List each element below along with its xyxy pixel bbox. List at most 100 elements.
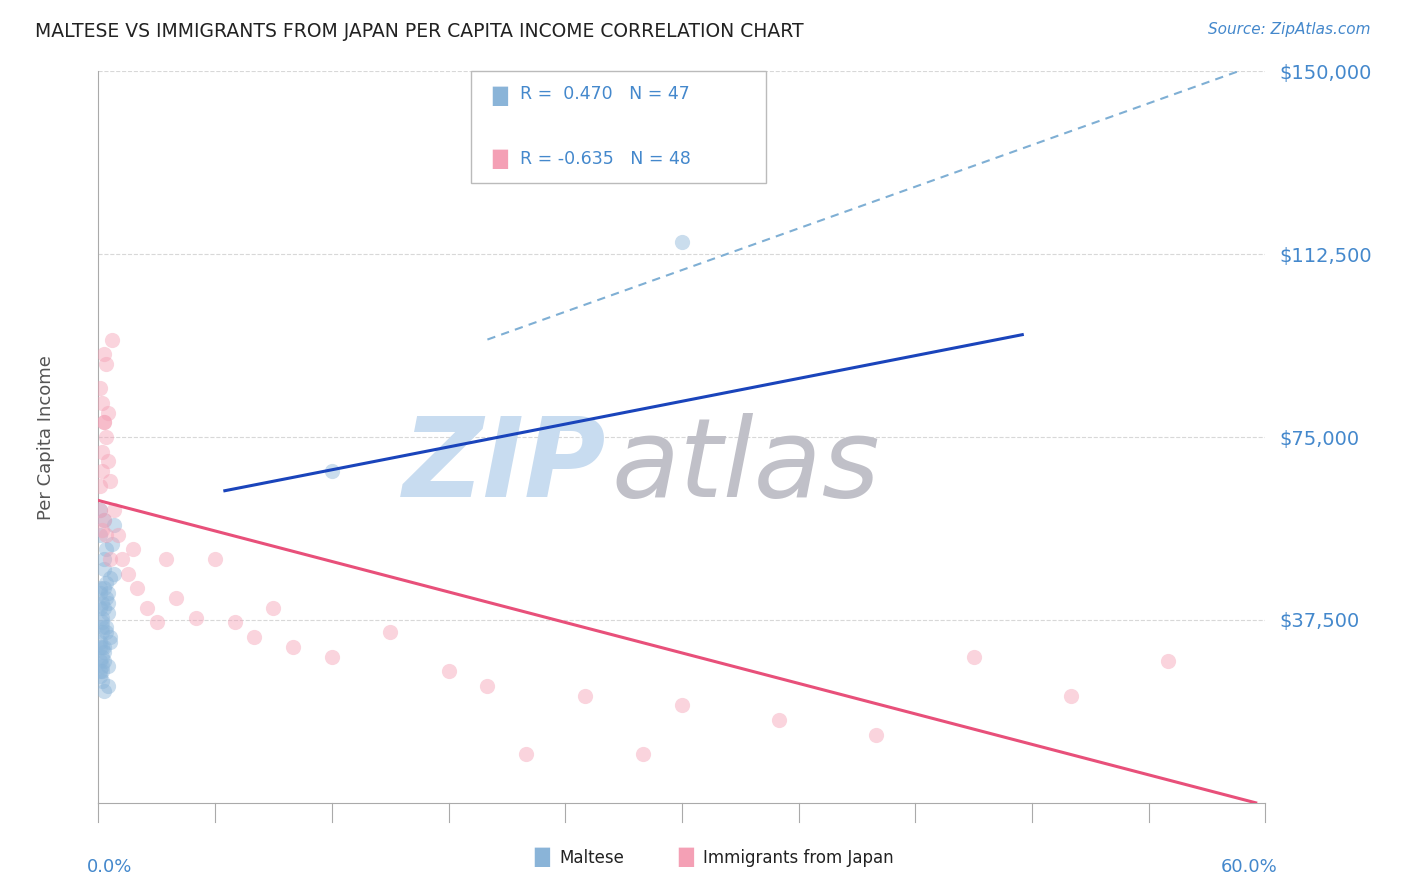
Point xyxy=(96,591,118,605)
Point xyxy=(98,552,121,566)
Point xyxy=(101,333,124,347)
Point xyxy=(321,649,343,664)
Point xyxy=(98,630,121,644)
Point xyxy=(89,503,111,517)
Point xyxy=(243,630,266,644)
Point xyxy=(671,698,693,713)
Point xyxy=(204,552,226,566)
Point xyxy=(165,591,187,605)
Point xyxy=(89,654,111,668)
Point xyxy=(93,552,115,566)
Point xyxy=(97,606,120,620)
Point xyxy=(184,610,207,624)
Point xyxy=(91,396,114,410)
Text: 0.0%: 0.0% xyxy=(87,858,132,876)
Point xyxy=(93,416,115,430)
Point xyxy=(574,689,596,703)
Point xyxy=(91,649,114,664)
Point xyxy=(96,527,118,541)
Point xyxy=(122,542,145,557)
Point xyxy=(103,517,125,532)
Point xyxy=(89,669,111,683)
Point xyxy=(224,615,246,630)
Point xyxy=(262,600,284,615)
Point xyxy=(89,664,111,678)
Point xyxy=(97,679,120,693)
Point xyxy=(477,679,499,693)
Point xyxy=(127,581,149,595)
Point xyxy=(1060,689,1083,703)
Point xyxy=(96,430,118,444)
Point xyxy=(97,586,120,600)
Point xyxy=(98,572,121,586)
Point xyxy=(93,654,115,668)
Point xyxy=(91,640,114,654)
Point xyxy=(91,444,114,458)
Text: █: █ xyxy=(679,847,693,867)
Point xyxy=(93,513,115,527)
Point xyxy=(89,600,111,615)
Point xyxy=(97,454,120,468)
Point xyxy=(91,615,114,630)
Point xyxy=(91,620,114,634)
Point xyxy=(89,381,111,395)
Point xyxy=(155,552,177,566)
Point xyxy=(671,235,693,249)
Text: R = -0.635   N = 48: R = -0.635 N = 48 xyxy=(520,150,692,168)
Point xyxy=(101,537,124,551)
Point xyxy=(91,659,114,673)
Text: atlas: atlas xyxy=(612,413,880,520)
Point xyxy=(97,406,120,420)
Point xyxy=(117,566,139,581)
Text: MALTESE VS IMMIGRANTS FROM JAPAN PER CAPITA INCOME CORRELATION CHART: MALTESE VS IMMIGRANTS FROM JAPAN PER CAP… xyxy=(35,22,804,41)
Point xyxy=(91,625,114,640)
Point xyxy=(962,649,984,664)
Point xyxy=(98,474,121,488)
Point xyxy=(89,479,111,493)
Point xyxy=(89,586,111,600)
Point xyxy=(96,625,118,640)
Point xyxy=(91,673,114,688)
Point xyxy=(631,747,654,761)
Point xyxy=(97,659,120,673)
Point xyxy=(91,610,114,624)
Point xyxy=(93,347,115,361)
Point xyxy=(865,727,887,741)
Point xyxy=(93,640,115,654)
Point xyxy=(96,576,118,591)
Text: Immigrants from Japan: Immigrants from Japan xyxy=(703,849,894,867)
Point xyxy=(89,581,111,595)
Point xyxy=(89,503,111,517)
Point xyxy=(515,747,537,761)
Point xyxy=(93,416,115,430)
Point xyxy=(89,527,111,541)
Text: 60.0%: 60.0% xyxy=(1220,858,1277,876)
Text: ZIP: ZIP xyxy=(402,413,606,520)
Point xyxy=(1157,654,1180,668)
Point xyxy=(89,635,111,649)
Point xyxy=(380,625,402,640)
Point xyxy=(96,542,118,557)
Text: █: █ xyxy=(492,87,508,106)
Point xyxy=(97,596,120,610)
Text: R =  0.470   N = 47: R = 0.470 N = 47 xyxy=(520,85,690,103)
Point xyxy=(91,464,114,478)
Text: █: █ xyxy=(534,847,548,867)
Text: Source: ZipAtlas.com: Source: ZipAtlas.com xyxy=(1208,22,1371,37)
Point xyxy=(437,664,460,678)
Point xyxy=(93,645,115,659)
Point xyxy=(93,581,115,595)
Point xyxy=(96,620,118,634)
Point xyxy=(768,713,790,727)
Point xyxy=(281,640,304,654)
Point xyxy=(146,615,169,630)
Point xyxy=(91,596,114,610)
Text: Maltese: Maltese xyxy=(560,849,624,867)
Point xyxy=(93,513,115,527)
Point xyxy=(321,464,343,478)
Point xyxy=(103,566,125,581)
Point xyxy=(93,600,115,615)
Point xyxy=(136,600,159,615)
Point xyxy=(93,562,115,576)
Text: █: █ xyxy=(492,150,508,169)
